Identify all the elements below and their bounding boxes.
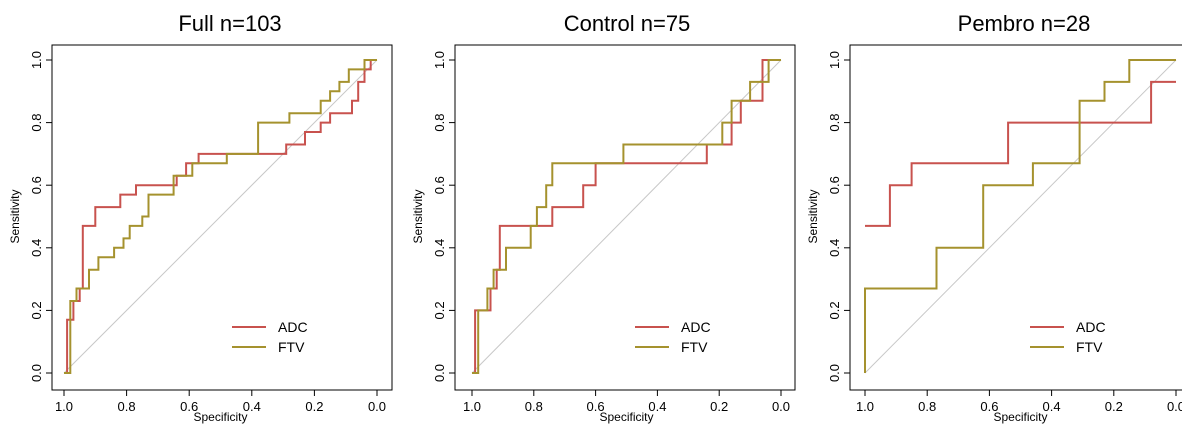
- roc-curve-adc: [472, 59, 781, 374]
- roc-curve-ftv: [864, 59, 1176, 373]
- legend-label-adc: ADC: [1076, 319, 1106, 335]
- legend-label-adc: ADC: [681, 319, 711, 335]
- y-tick-label: 0.2: [29, 301, 44, 319]
- reference-diagonal: [471, 59, 782, 374]
- y-tick-label: 0.0: [29, 364, 44, 382]
- x-tick-label: 0.0: [772, 399, 790, 414]
- y-tick-label: 0.0: [432, 364, 447, 382]
- reference-diagonal: [63, 59, 378, 374]
- x-tick-label: 1.0: [55, 399, 73, 414]
- y-tick-label: 0.8: [432, 114, 447, 132]
- roc-panel-2: Control n=75 1.0 0.8 0.6 0.4 0.2 0.0 Specificit…: [411, 11, 796, 424]
- y-tick-label: 0.4: [29, 239, 44, 257]
- roc-curve-adc: [865, 80, 1176, 227]
- y-tick-label: 0.8: [827, 114, 842, 132]
- x-tick-label: 0.8: [918, 399, 936, 414]
- y-tick-label: 0.2: [432, 301, 447, 319]
- x-tick-label: 0.0: [1167, 399, 1182, 414]
- x-tick-label: 0.4: [648, 399, 666, 414]
- y-tick-label: 1.0: [29, 51, 44, 69]
- x-axis-label: Specificity: [599, 410, 653, 424]
- y-tick-label: 1.0: [432, 51, 447, 69]
- roc-panel-3: Pembro n=28 1.0 0.8 0.6 0.4 0.2 0.0 Specificity…: [806, 11, 1182, 424]
- legend-label-ftv: FTV: [681, 339, 708, 355]
- x-tick-label: 1.0: [463, 399, 481, 414]
- y-tick-label: 0.6: [432, 176, 447, 194]
- x-tick-label: 0.6: [980, 399, 998, 414]
- legend-label-adc: ADC: [278, 319, 308, 335]
- y-tick-label: 1.0: [827, 51, 842, 69]
- panel-title: Control n=75: [564, 11, 691, 36]
- x-tick-label: 1.0: [856, 399, 874, 414]
- x-tick-label: 0.8: [525, 399, 543, 414]
- x-tick-label: 0.2: [710, 399, 728, 414]
- x-tick-label: 0.6: [180, 399, 198, 414]
- y-tick-label: 0.0: [827, 364, 842, 382]
- roc-curve-ftv: [472, 59, 781, 374]
- x-axis-label: Specificity: [993, 410, 1047, 424]
- plot-frame: [51, 44, 393, 391]
- panel-title: Full n=103: [178, 11, 281, 36]
- x-tick-label: 0.2: [1105, 399, 1123, 414]
- y-tick-label: 0.8: [29, 114, 44, 132]
- y-tick-label: 0.4: [432, 239, 447, 257]
- panel-title: Pembro n=28: [958, 11, 1091, 36]
- legend-label-ftv: FTV: [1076, 339, 1103, 355]
- legend-label-ftv: FTV: [278, 339, 305, 355]
- y-axis-label: Sensitivity: [8, 189, 22, 243]
- x-tick-label: 0.4: [1043, 399, 1061, 414]
- x-tick-label: 0.4: [243, 399, 261, 414]
- y-axis-label: Sensitivity: [806, 189, 820, 243]
- reference-diagonal: [864, 59, 1177, 374]
- x-tick-label: 0.0: [368, 399, 386, 414]
- x-tick-label: 0.6: [587, 399, 605, 414]
- y-axis-label: Sensitivity: [411, 189, 425, 243]
- x-axis-label: Specificity: [193, 410, 247, 424]
- y-tick-label: 0.6: [827, 176, 842, 194]
- y-tick-label: 0.6: [29, 176, 44, 194]
- y-tick-label: 0.4: [827, 239, 842, 257]
- roc-curve-ftv: [64, 59, 377, 374]
- x-tick-label: 0.8: [118, 399, 136, 414]
- x-tick-label: 0.2: [305, 399, 323, 414]
- y-tick-label: 0.2: [827, 301, 842, 319]
